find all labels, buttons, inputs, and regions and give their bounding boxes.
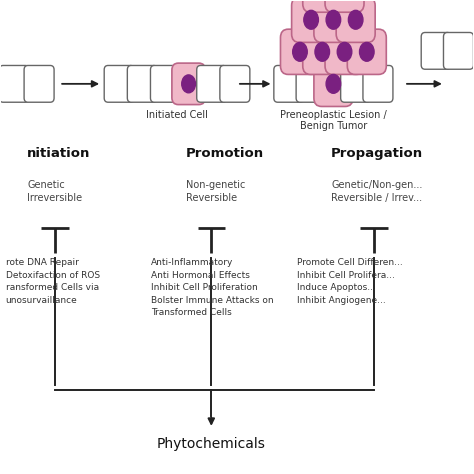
Ellipse shape: [326, 74, 341, 93]
FancyBboxPatch shape: [303, 0, 342, 12]
Text: Preneoplastic Lesion /
Benign Tumor: Preneoplastic Lesion / Benign Tumor: [280, 110, 387, 131]
FancyBboxPatch shape: [325, 0, 364, 12]
Ellipse shape: [359, 42, 374, 61]
Text: Anti-Inflammatory
Anti Hormonal Effects
Inhibit Cell Proliferation
Bolster Immun: Anti-Inflammatory Anti Hormonal Effects …: [151, 258, 274, 317]
FancyBboxPatch shape: [444, 33, 474, 69]
Ellipse shape: [326, 10, 341, 29]
Ellipse shape: [292, 42, 307, 61]
Text: rote DNA Repair
Detoxifaction of ROS
ransformed Cells via
unosurvaillance: rote DNA Repair Detoxifaction of ROS ran…: [6, 258, 100, 305]
Ellipse shape: [315, 42, 329, 61]
Ellipse shape: [182, 75, 195, 93]
FancyBboxPatch shape: [314, 0, 353, 42]
FancyBboxPatch shape: [347, 29, 386, 74]
Text: Promotion: Promotion: [186, 147, 264, 161]
FancyBboxPatch shape: [292, 0, 330, 42]
FancyBboxPatch shape: [325, 29, 364, 74]
Text: nitiation: nitiation: [27, 147, 91, 161]
Text: Phytochemicals: Phytochemicals: [157, 438, 266, 451]
FancyBboxPatch shape: [0, 65, 29, 102]
FancyBboxPatch shape: [336, 0, 375, 42]
FancyBboxPatch shape: [281, 29, 319, 74]
Text: Non-genetic
Reversible: Non-genetic Reversible: [186, 180, 245, 203]
Ellipse shape: [304, 10, 319, 29]
FancyBboxPatch shape: [128, 65, 157, 102]
Text: Genetic/Non-gen...
Reversible / Irrev...: Genetic/Non-gen... Reversible / Irrev...: [331, 180, 423, 203]
Ellipse shape: [337, 42, 352, 61]
Text: Genetic
Irreversible: Genetic Irreversible: [27, 180, 82, 203]
FancyBboxPatch shape: [421, 33, 451, 69]
FancyBboxPatch shape: [303, 29, 342, 74]
FancyBboxPatch shape: [220, 65, 250, 102]
FancyBboxPatch shape: [274, 65, 304, 102]
FancyBboxPatch shape: [363, 65, 393, 102]
Text: Propagation: Propagation: [331, 147, 423, 161]
FancyBboxPatch shape: [172, 63, 205, 105]
Text: Promote Cell Differen...
Inhibit Cell Prolifera...
Induce Apoptos...
Inhibit Ang: Promote Cell Differen... Inhibit Cell Pr…: [297, 258, 403, 305]
FancyBboxPatch shape: [104, 65, 134, 102]
FancyBboxPatch shape: [314, 61, 353, 107]
FancyBboxPatch shape: [150, 65, 181, 102]
FancyBboxPatch shape: [24, 65, 54, 102]
FancyBboxPatch shape: [296, 65, 326, 102]
Text: Initiated Cell: Initiated Cell: [146, 110, 208, 120]
FancyBboxPatch shape: [341, 65, 371, 102]
FancyBboxPatch shape: [197, 65, 227, 102]
Ellipse shape: [348, 10, 363, 29]
